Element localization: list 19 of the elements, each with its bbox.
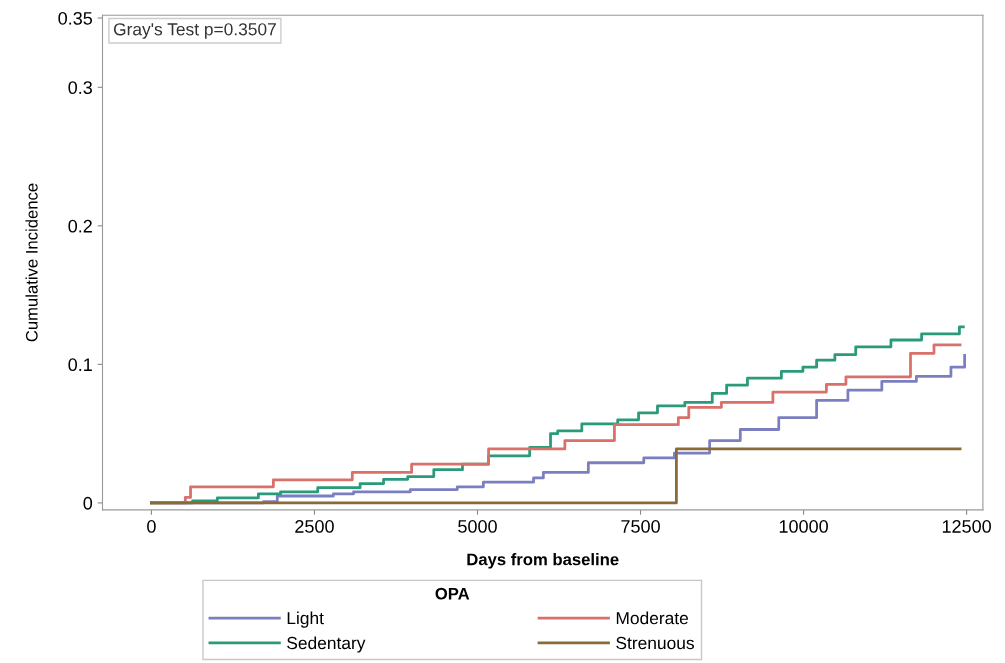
legend-title: OPA — [435, 587, 470, 600]
x-tick-label: 7500 — [621, 520, 660, 533]
legend-label: Light — [287, 611, 324, 628]
legend-label: Sedentary — [287, 636, 366, 653]
x-tick-label: 5000 — [458, 520, 497, 533]
y-tick-label: 0 — [83, 496, 93, 510]
annotation: Gray's Test p=0.3507 — [113, 23, 276, 39]
x-axis-title: Days from baseline — [467, 553, 619, 569]
y-tick-label: 0.3 — [68, 81, 92, 95]
x-tick-label: 2500 — [295, 520, 334, 533]
y-tick-label: 0.35 — [58, 11, 93, 25]
legend-label: Strenuous — [616, 636, 694, 650]
x-tick-label: 10000 — [779, 520, 828, 533]
x-tick-label: 0 — [147, 520, 156, 533]
legend-label: Moderate — [616, 611, 689, 625]
x-tick-label: 12500 — [942, 520, 991, 533]
y-tick-label: 0.1 — [68, 358, 92, 372]
y-tick-label: 0.2 — [68, 219, 92, 233]
y-axis-title: Cumulative Incidence — [25, 183, 38, 342]
